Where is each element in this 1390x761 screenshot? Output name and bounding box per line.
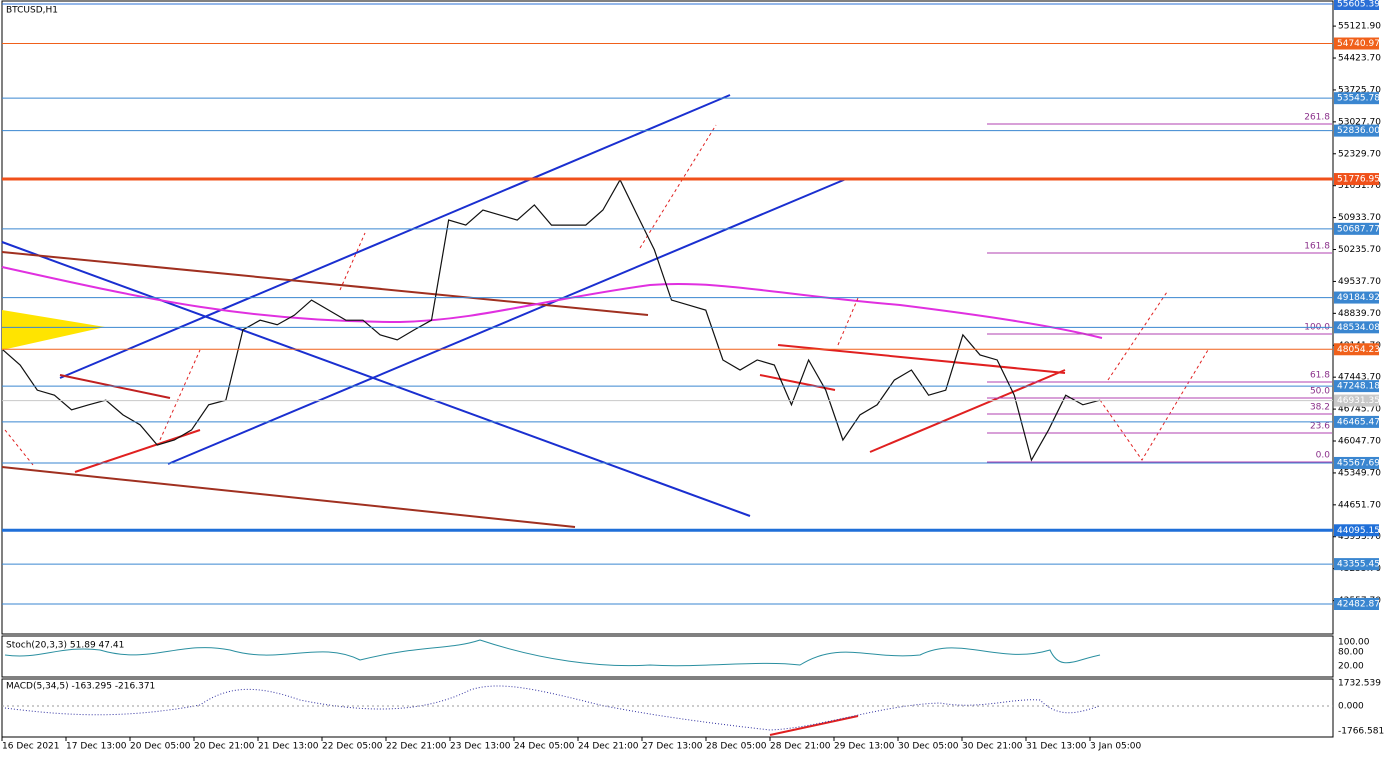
fib-label: 161.8: [1304, 242, 1330, 252]
fib-label: 0.0: [1316, 451, 1331, 461]
fib-label: 61.8: [1310, 371, 1330, 381]
stoch-tick-label: 100.00: [1338, 638, 1370, 648]
level-tag: [1334, 343, 1379, 356]
level-tag: [1334, 415, 1379, 428]
level-tag: [1334, 524, 1379, 537]
macd-tick-label: 0.000: [1338, 702, 1364, 712]
level-tag: [1334, 291, 1379, 304]
macd-label: MACD(5,34,5) -163.295 -216.371: [6, 682, 155, 692]
price-tick-label: 50933.70: [1338, 213, 1381, 223]
yellow-zone: [2, 310, 105, 350]
symbol-label: BTCUSD,H1: [6, 6, 58, 16]
level-label: 47248.18: [1337, 382, 1380, 392]
stoch-frame: [1, 635, 1334, 678]
level-tag: [1334, 124, 1379, 137]
level-label: 44095.15: [1337, 526, 1380, 536]
level-tag: [1334, 0, 1379, 10]
macd-frame: [1, 678, 1334, 738]
projection-arrows: [4, 124, 1209, 466]
price-tick-label: 44651.70: [1338, 500, 1381, 510]
time-label: 23 Dec 13:00: [450, 742, 511, 752]
level-tag: [1334, 456, 1379, 469]
time-label: 22 Dec 05:00: [322, 742, 383, 752]
level-label: 52836.00: [1337, 126, 1380, 136]
time-label: 20 Dec 21:00: [194, 742, 255, 752]
time-label: 31 Dec 13:00: [1026, 742, 1087, 752]
level-label: 43355.45: [1337, 560, 1380, 570]
level-tag: [1334, 222, 1379, 235]
price-tick-label: 49537.70: [1338, 277, 1381, 287]
time-label: 28 Dec 21:00: [770, 742, 831, 752]
time-label: 22 Dec 21:00: [386, 742, 447, 752]
time-label: 27 Dec 13:00: [642, 742, 703, 752]
level-label: 54740.97: [1337, 39, 1380, 49]
trendlines: [1, 94, 1103, 736]
time-label: 24 Dec 21:00: [578, 742, 639, 752]
level-label: 50687.77: [1337, 224, 1380, 234]
time-label: 24 Dec 05:00: [514, 742, 575, 752]
price-tick-label: 50235.70: [1338, 245, 1381, 255]
level-label: 51776.95: [1337, 175, 1380, 185]
time-label: 29 Dec 13:00: [834, 742, 895, 752]
level-label: 46931.35: [1337, 396, 1380, 406]
stoch-line: [4, 639, 1101, 667]
level-tag: [1334, 598, 1379, 610]
level-label: 55605.39: [1337, 0, 1380, 10]
level-tag: [1334, 92, 1379, 105]
fib-label: 50.0: [1310, 387, 1330, 397]
level-tag: [1334, 558, 1379, 571]
fib-label: 261.8: [1304, 113, 1330, 123]
level-tag: [1334, 394, 1379, 407]
level-label: 48534.08: [1337, 323, 1380, 333]
fib-label: 23.6: [1310, 422, 1330, 432]
price-line: [2, 178, 1101, 462]
time-label: 30 Dec 05:00: [898, 742, 959, 752]
level-tag: [1334, 173, 1379, 186]
level-label: 49184.92: [1337, 293, 1380, 303]
fib-label: 38.2: [1310, 403, 1330, 413]
time-label: 30 Dec 21:00: [962, 742, 1023, 752]
price-tick-label: 46745.70: [1338, 405, 1381, 415]
price-tick-label: 43953.70: [1338, 532, 1381, 542]
time-label: 28 Dec 05:00: [706, 742, 767, 752]
level-tag: [1334, 321, 1379, 334]
time-label: 20 Dec 05:00: [130, 742, 191, 752]
level-label: 53545.78: [1337, 94, 1380, 104]
time-label: 3 Jan 05:00: [1090, 742, 1142, 752]
level-label: 45567.69: [1337, 458, 1380, 468]
macd-tick-label: -1766.581: [1338, 727, 1384, 737]
price-tick-label: 54423.70: [1338, 54, 1381, 64]
price-tick-label: 51631.70: [1338, 181, 1381, 191]
time-label: 16 Dec 2021: [2, 742, 60, 752]
stoch-tick-label: 20.00: [1338, 662, 1364, 672]
price-tick-label: 52329.70: [1338, 149, 1381, 159]
level-tag: [1334, 37, 1379, 50]
level-label: 42482.87: [1337, 600, 1380, 610]
level-label: 46465.47: [1337, 417, 1380, 427]
macd-histogram: [4, 685, 1101, 731]
stoch-tick-label: 80.00: [1338, 648, 1364, 658]
price-tick-label: 47443.70: [1338, 373, 1381, 383]
time-label: 21 Dec 13:00: [258, 742, 319, 752]
price-tick-label: 45349.70: [1338, 468, 1381, 478]
time-label: 17 Dec 13:00: [66, 742, 127, 752]
price-tick-label: 46047.70: [1338, 437, 1381, 447]
macd-tick-label: 1732.539: [1338, 679, 1381, 689]
level-tag: [1334, 380, 1379, 393]
stoch-label: Stoch(20,3,3) 51.89 47.41: [6, 641, 124, 651]
level-label: 48054.23: [1337, 345, 1380, 355]
price-tick-label: 53027.70: [1338, 117, 1381, 127]
price-tick-label: 55121.90: [1338, 22, 1381, 32]
price-tick-label: 48839.70: [1338, 309, 1381, 319]
price-tick-label: 53725.70: [1338, 85, 1381, 95]
